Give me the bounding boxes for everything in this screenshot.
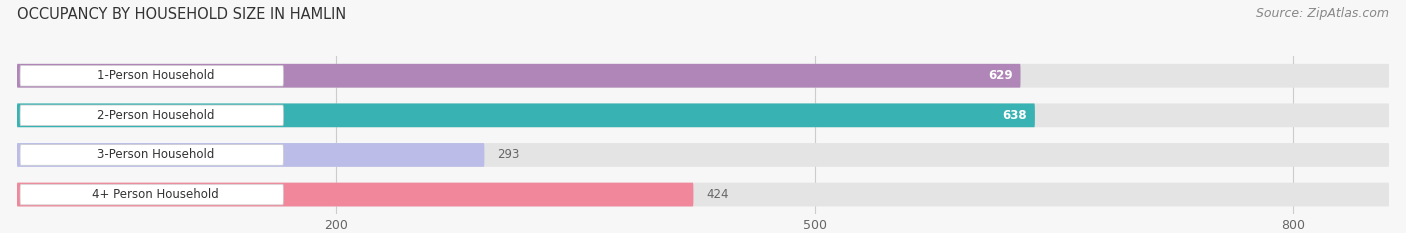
Text: 2-Person Household: 2-Person Household — [97, 109, 215, 122]
FancyBboxPatch shape — [17, 64, 1021, 88]
Text: 629: 629 — [988, 69, 1012, 82]
FancyBboxPatch shape — [20, 184, 284, 205]
FancyBboxPatch shape — [17, 143, 485, 167]
FancyBboxPatch shape — [17, 143, 1389, 167]
Text: 3-Person Household: 3-Person Household — [97, 148, 214, 161]
Text: 1-Person Household: 1-Person Household — [97, 69, 215, 82]
FancyBboxPatch shape — [17, 183, 1389, 206]
FancyBboxPatch shape — [17, 103, 1389, 127]
FancyBboxPatch shape — [20, 65, 284, 86]
Text: 638: 638 — [1002, 109, 1026, 122]
FancyBboxPatch shape — [17, 64, 1389, 88]
Text: Source: ZipAtlas.com: Source: ZipAtlas.com — [1256, 7, 1389, 20]
Text: OCCUPANCY BY HOUSEHOLD SIZE IN HAMLIN: OCCUPANCY BY HOUSEHOLD SIZE IN HAMLIN — [17, 7, 346, 22]
FancyBboxPatch shape — [20, 105, 284, 126]
FancyBboxPatch shape — [17, 103, 1035, 127]
FancyBboxPatch shape — [20, 145, 284, 165]
Text: 424: 424 — [706, 188, 728, 201]
Text: 4+ Person Household: 4+ Person Household — [93, 188, 219, 201]
Text: 293: 293 — [498, 148, 520, 161]
FancyBboxPatch shape — [17, 183, 693, 206]
